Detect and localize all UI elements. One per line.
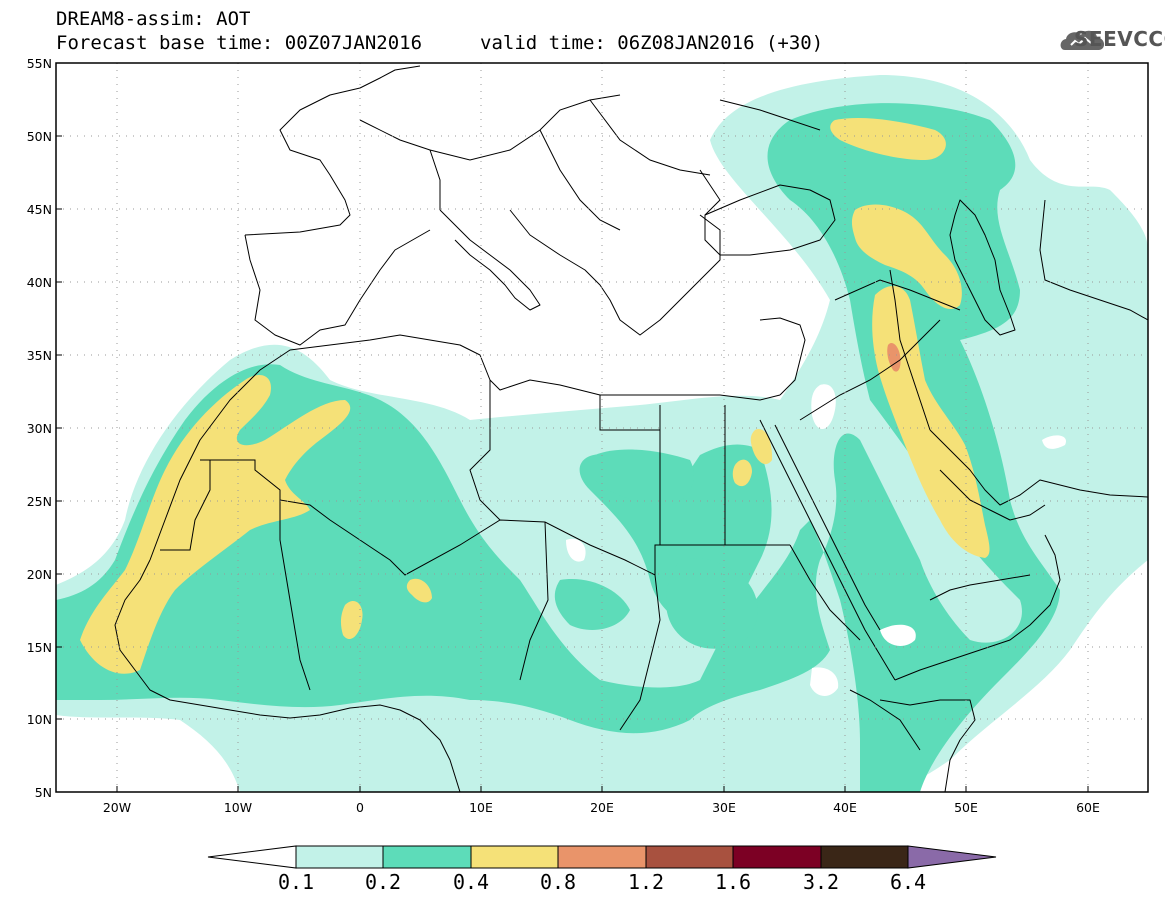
- colorbar-label: 1.6: [714, 870, 752, 894]
- forecast-base-time: Forecast base time: 00Z07JAN2016: [56, 32, 423, 54]
- colorbar-label: 0.1: [277, 870, 315, 894]
- colorbar: [207, 845, 997, 869]
- lon-label: 10W: [224, 800, 252, 815]
- lon-label: 30E: [712, 800, 736, 815]
- aot-field: [56, 75, 1148, 792]
- lat-label: 55N: [27, 56, 52, 71]
- lat-label: 5N: [35, 785, 52, 800]
- lat-label: 30N: [27, 421, 52, 436]
- lon-label: 50E: [954, 800, 978, 815]
- colorbar-left-arrow: [207, 845, 297, 869]
- lon-label: 40E: [833, 800, 857, 815]
- colorbar-bin: [470, 845, 559, 869]
- lat-label: 35N: [27, 348, 52, 363]
- lat-label: 20N: [27, 567, 52, 582]
- lon-label: 60E: [1076, 800, 1100, 815]
- colorbar-bin: [382, 845, 472, 869]
- colorbar-label: 0.8: [539, 870, 577, 894]
- lat-label: 40N: [27, 275, 52, 290]
- map-title: DREAM8-assim: AOT: [56, 8, 251, 30]
- colorbar-label: 1.2: [627, 870, 665, 894]
- logo-text: SEEVCCC: [1074, 27, 1165, 51]
- colorbar-bin: [732, 845, 822, 869]
- lat-label: 25N: [27, 494, 52, 509]
- colorbar-bin: [557, 845, 647, 869]
- coastlines: [114, 65, 1148, 792]
- colorbar-label: 6.4: [889, 870, 927, 894]
- lon-label: 20W: [103, 800, 131, 815]
- colorbar-bin: [820, 845, 909, 869]
- colorbar-label: 3.2: [802, 870, 840, 894]
- lon-labels: 20W 10W 0 10E 20E 30E 40E 50E 60E: [103, 800, 1100, 815]
- clean-air-areas: [566, 384, 1066, 696]
- axis-ticks: [56, 62, 1089, 793]
- borders: [160, 94, 1148, 751]
- graticule: [56, 63, 1148, 792]
- lat-labels: 55N 50N 45N 40N 35N 30N 25N 20N 15N 10N …: [27, 56, 52, 800]
- lon-label: 0: [356, 800, 364, 815]
- aot-level-2: [56, 103, 1060, 792]
- lon-label: 10E: [469, 800, 493, 815]
- colorbar-bin: [645, 845, 734, 869]
- aot-level-4: [887, 343, 901, 372]
- lat-label: 15N: [27, 640, 52, 655]
- lat-label: 10N: [27, 712, 52, 727]
- lon-label: 20E: [590, 800, 614, 815]
- lat-label: 50N: [27, 129, 52, 144]
- lat-label: 45N: [27, 202, 52, 217]
- valid-time: valid time: 06Z08JAN2016 (+30): [480, 32, 824, 54]
- colorbar-label: 0.4: [452, 870, 490, 894]
- colorbar-right-arrow: [907, 845, 997, 869]
- colorbar-bin: [295, 845, 384, 869]
- cloud-logo-icon: [1060, 30, 1105, 50]
- colorbar-label: 0.2: [364, 870, 402, 894]
